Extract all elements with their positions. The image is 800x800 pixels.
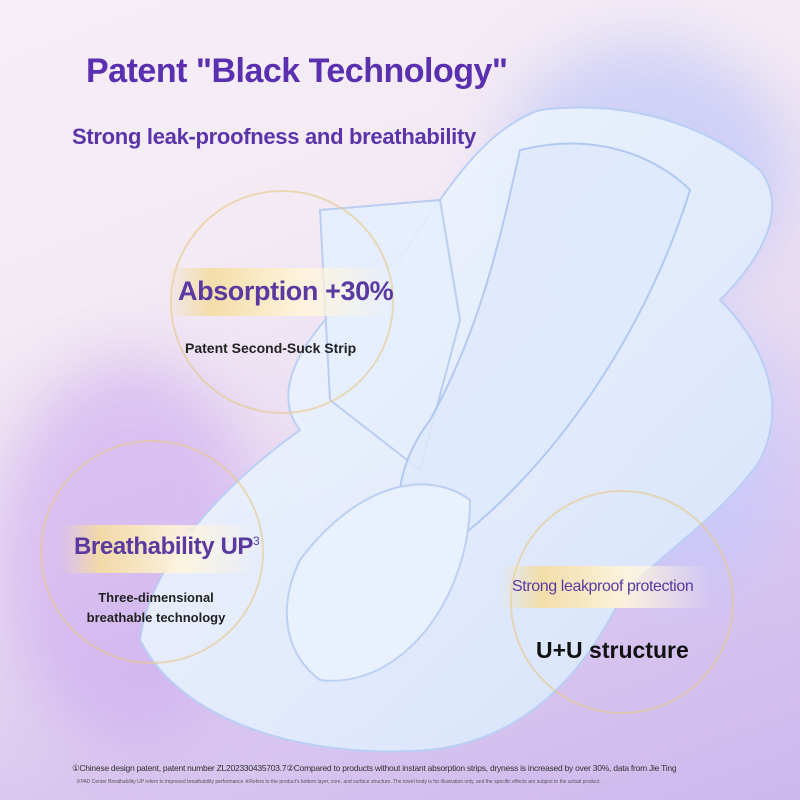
feature-leakproof-label: Strong leakproof protection (512, 578, 694, 596)
feature-band (500, 566, 710, 608)
feature-label-text: Breathability UP (74, 533, 253, 560)
feature-absorption-desc: Patent Second-Suck Strip (185, 340, 357, 356)
footnote-line-1: ①Chinese design patent, patent number ZL… (72, 763, 677, 773)
page-title: Patent "Black Technology" (86, 52, 508, 90)
feature-label-text: Absorption +30% (178, 276, 394, 306)
feature-band (165, 268, 395, 316)
feature-band (60, 525, 260, 573)
feature-leakproof-desc: U+U structure (536, 637, 689, 663)
footnote-line-2: ③PAD Center Breathability UP refers to i… (76, 779, 601, 785)
decorative-ring (40, 440, 264, 664)
feature-breathability-label: Breathability UP3 (74, 533, 260, 561)
footnote-marker: 3 (252, 534, 260, 548)
feature-breathability-desc: Three-dimensional breathable technology (86, 590, 226, 625)
feature-absorption-label: Absorption +30% (178, 276, 394, 307)
page-subtitle: Strong leak-proofness and breathability (72, 124, 476, 149)
feature-label-text: Strong leakproof protection (512, 578, 694, 595)
